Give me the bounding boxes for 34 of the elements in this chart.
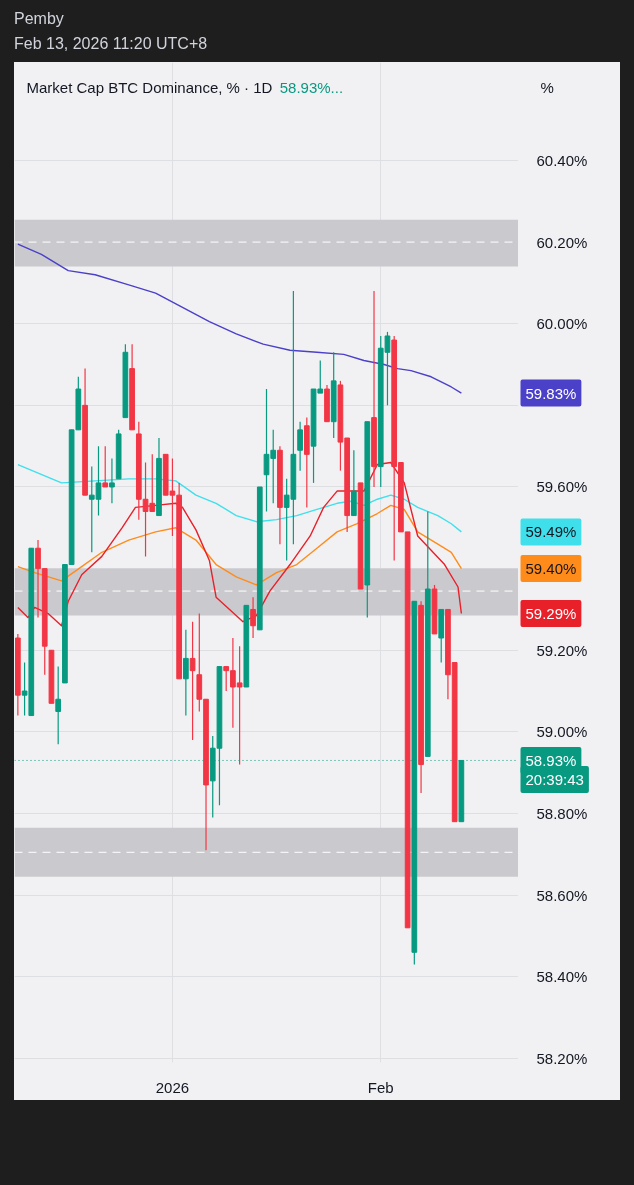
line-series [17, 461, 463, 627]
y-axis-title: % [540, 79, 554, 96]
y-tick-label: 59.60% [536, 478, 588, 496]
text: 59.83% [525, 384, 577, 402]
line-series [17, 504, 463, 586]
y-tick-label: 60.00% [536, 315, 588, 333]
text: 59.40% [525, 560, 577, 578]
text: Pemby [14, 10, 64, 27]
y-tick-label: 58.80% [536, 805, 588, 823]
text: 58.93%... [279, 79, 344, 96]
x-tick-label: 2026 [155, 1078, 190, 1096]
y-tick-label: 58.20% [536, 1049, 588, 1067]
candlestick [55, 665, 62, 745]
candlestick [250, 596, 256, 639]
candlestick [102, 445, 109, 488]
y-tick-label: 60.20% [536, 233, 588, 251]
y-tick-label: 59.20% [536, 641, 588, 659]
candlestick [183, 629, 189, 717]
y-tick-label: 60.40% [536, 151, 588, 169]
line-series [17, 243, 463, 394]
candlestick [297, 421, 303, 472]
y-tick-label: 58.40% [536, 968, 588, 986]
text: Market Cap BTC Dominance, % · 1D [26, 79, 273, 96]
y-tick-label: 58.60% [536, 886, 588, 904]
text: Feb 13, 2026 11:20 UTC+8 [14, 35, 208, 52]
line-series [17, 463, 463, 533]
y-tick-label: 59.00% [536, 723, 588, 741]
ref-line-label: 58.93% [525, 751, 577, 769]
candlestick [189, 621, 196, 741]
text: 20:39:43 [525, 770, 584, 788]
text: 59.29% [525, 605, 577, 623]
candlestick [109, 457, 115, 504]
text: 59.49% [525, 523, 577, 541]
x-tick-label: Feb [367, 1078, 394, 1096]
